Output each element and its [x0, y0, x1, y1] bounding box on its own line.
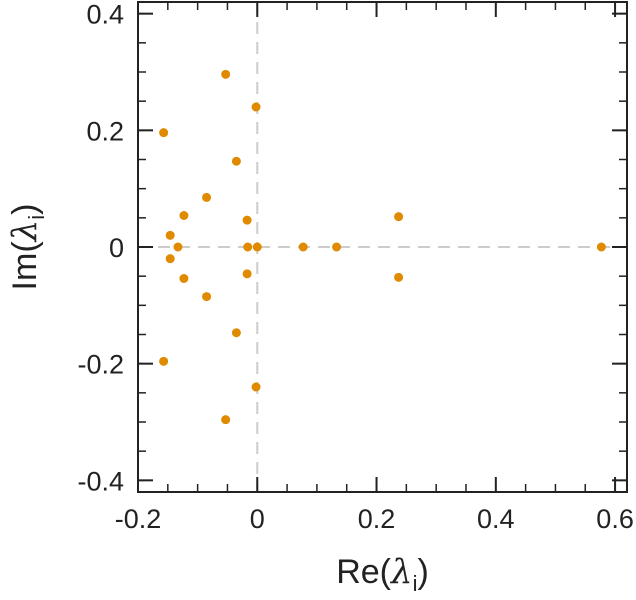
y-tick-label: 0.4 — [86, 0, 124, 30]
y-tick-label: -0.4 — [77, 466, 124, 496]
x-axis-label-prefix: Re( — [336, 553, 391, 591]
y-tick-label: -0.2 — [77, 350, 124, 380]
data-point — [173, 242, 183, 252]
data-point — [231, 156, 241, 166]
data-point — [251, 102, 261, 112]
x-axis-label-subscript: i — [413, 571, 418, 596]
tick-labels: -0.2 0 0.2 0.4 0.6 0.4 0.2 0 -0.2 -0.4 — [77, 0, 633, 534]
y-tick-label: 0.2 — [86, 116, 124, 146]
data-point — [179, 274, 189, 283]
y-axis-label-prefix: Im( — [6, 241, 44, 291]
data-point — [159, 128, 169, 138]
y-tick-label: 0 — [109, 233, 124, 263]
y-axis-label-subscript: i — [24, 215, 49, 220]
y-axis-label: Im(λi) — [5, 204, 49, 291]
data-point — [165, 254, 175, 264]
x-tick-label: 0.6 — [596, 504, 634, 534]
x-tick-label: 0 — [250, 504, 265, 534]
data-point — [221, 415, 231, 425]
y-axis-label-symbol: λ — [5, 220, 45, 244]
data-point — [242, 269, 252, 279]
data-point — [221, 69, 231, 79]
x-tick-label: -0.2 — [115, 504, 162, 534]
y-axis-label-suffix: ) — [6, 204, 44, 215]
x-axis-label-suffix: ) — [417, 553, 428, 591]
data-point — [394, 212, 404, 222]
plot-frame — [137, 1, 628, 493]
zero-reference-lines — [138, 2, 627, 492]
data-points — [159, 69, 606, 425]
data-point — [298, 242, 308, 252]
data-point — [231, 328, 241, 338]
data-point — [252, 242, 262, 252]
data-point — [165, 230, 175, 240]
data-point — [243, 242, 253, 252]
data-point — [596, 242, 606, 252]
data-point — [332, 242, 342, 252]
x-tick-label: 0.4 — [477, 504, 515, 534]
x-tick-label: 0.2 — [358, 504, 396, 534]
data-point — [394, 272, 404, 282]
x-axis-label: Re(λi) — [336, 552, 429, 596]
data-point — [202, 292, 212, 302]
data-point — [179, 211, 189, 220]
data-point — [242, 215, 252, 225]
x-axis-label-symbol: λ — [389, 552, 413, 592]
data-point — [251, 382, 261, 392]
data-point — [159, 356, 169, 366]
data-point — [202, 192, 212, 202]
